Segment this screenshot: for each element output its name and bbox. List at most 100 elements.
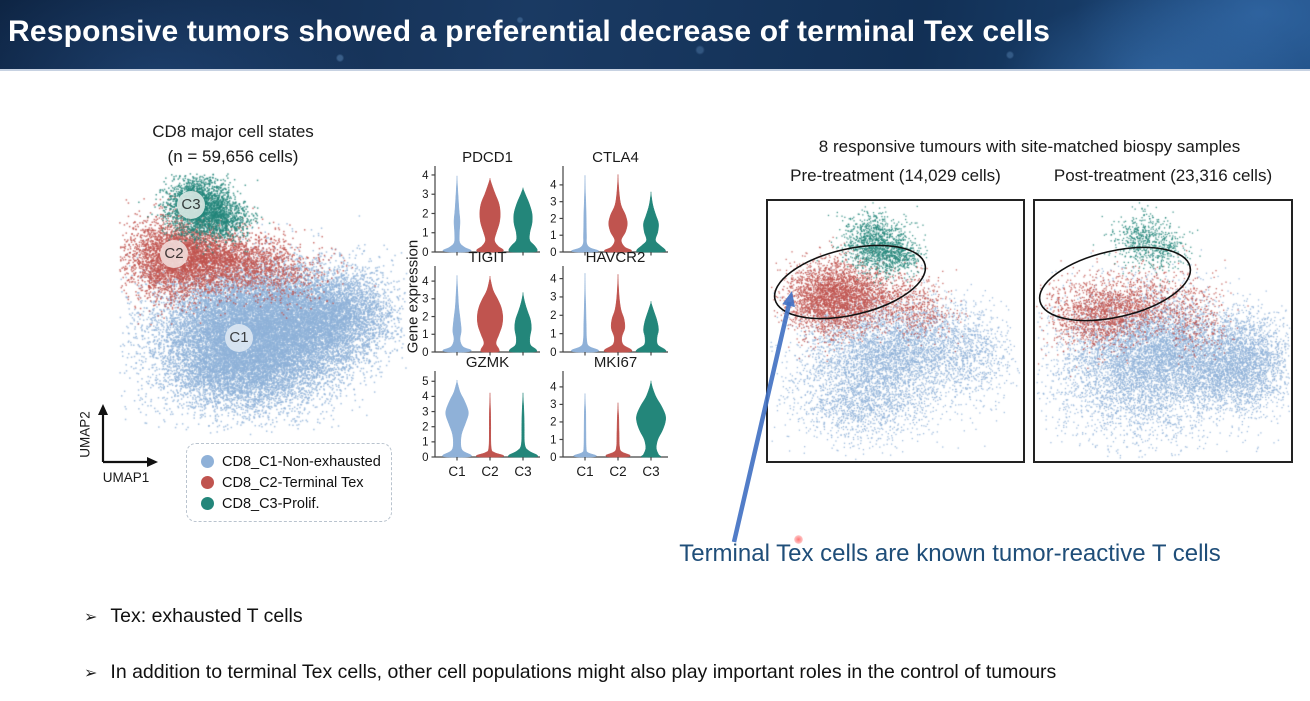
- violin-MKI67-C3: [636, 380, 666, 458]
- violin-PDCD1-C3: [508, 187, 538, 253]
- slide-title: Responsive tumors showed a preferential …: [8, 15, 1051, 48]
- violin-plot-MKI67: MKI67 0 1 2 3 4 C1 C2 C3: [550, 354, 668, 479]
- cluster-legend: CD8_C1-Non-exhausted CD8_C2-Terminal Tex…: [186, 443, 392, 522]
- violin-HAVCR2-C2: [603, 274, 633, 353]
- violin-ytick-label: 4: [422, 276, 429, 288]
- violin-TIGIT-C3: [508, 292, 538, 353]
- violin-ytick-label: 1: [422, 329, 428, 341]
- bullet-arrow-icon: ➢: [84, 609, 98, 626]
- violin-HAVCR2-C1: [570, 272, 600, 353]
- violin-ytick-label: 1: [550, 230, 556, 242]
- violin-category-label: C3: [642, 464, 659, 479]
- umap-main-title-line1: CD8 major cell states: [152, 122, 314, 141]
- violin-ytick-label: 3: [422, 406, 428, 418]
- violin-TIGIT-C2: [476, 275, 504, 353]
- umap-post-scatter: [1035, 201, 1291, 461]
- violin-ytick-label: 1: [550, 434, 556, 446]
- cluster-label-c3: C3: [177, 191, 205, 219]
- umap-main-title: CD8 major cell states (n = 59,656 cells): [108, 120, 358, 169]
- bullet-item: ➢ In addition to terminal Tex cells, oth…: [84, 661, 1056, 684]
- violin-gene-title: PDCD1: [462, 149, 513, 166]
- violin-ytick-label: 2: [550, 213, 556, 225]
- violin-ytick-label: 0: [550, 452, 556, 464]
- violin-TIGIT-C1: [442, 275, 472, 353]
- red-laser-dot: [794, 535, 803, 544]
- violin-CTLA4-C1: [571, 175, 599, 253]
- violin-PDCD1-C2: [476, 177, 504, 253]
- violin-gene-title: MKI67: [594, 354, 637, 371]
- responsive-tumours-heading: 8 responsive tumours with site-matched b…: [818, 137, 1241, 156]
- violin-plot-PDCD1: PDCD1 0 1 2 3 4: [422, 149, 540, 259]
- violin-plot-CTLA4: CTLA4 0 1 2 3 4: [550, 149, 668, 259]
- legend-swatch-c3: [201, 497, 214, 510]
- violin-MKI67-C1: [573, 393, 597, 458]
- umap-main-scatter: [118, 172, 408, 437]
- cluster-label-c1: C1: [225, 324, 253, 352]
- title-bar: Responsive tumors showed a preferential …: [0, 0, 1310, 71]
- violin-GZMK-C2: [475, 392, 505, 458]
- violin-plot-TIGIT: TIGIT 0 1 2 3 4: [422, 249, 540, 359]
- legend-item-c1: CD8_C1-Non-exhausted: [201, 451, 391, 472]
- tex-pointer-arrow: [731, 291, 795, 543]
- violin-gene-title: GZMK: [466, 354, 509, 371]
- violin-ytick-label: 3: [422, 189, 428, 201]
- violin-category-label: C3: [514, 464, 531, 479]
- violin-ytick-label: 3: [422, 294, 428, 306]
- pre-ellipse-overlay: [773, 244, 927, 320]
- violin-ytick-label: 2: [422, 208, 428, 220]
- tex-region-ellipse-post: [1038, 246, 1192, 322]
- bullet-item: ➢ Tex: exhausted T cells: [84, 605, 303, 628]
- violin-ytick-label: 2: [550, 310, 556, 322]
- violin-ytick-label: 0: [550, 247, 556, 259]
- violin-category-label: C1: [576, 464, 593, 479]
- violin-ytick-label: 5: [422, 376, 428, 388]
- violin-plot-HAVCR2: HAVCR2 0 1 2 3 4: [550, 249, 668, 359]
- umap-pre-scatter: [768, 201, 1023, 461]
- violin-plot-GZMK: GZMK 0 1 2 3 4 5 C1 C2 C3: [422, 354, 540, 479]
- violin-ytick-label: 4: [422, 391, 429, 403]
- legend-label-c3: CD8_C3-Prolif.: [222, 495, 320, 512]
- umap-axes: [98, 404, 158, 467]
- umap1-arrowhead-icon: [147, 457, 158, 467]
- violin-GZMK-C1: [442, 379, 472, 458]
- violin-ytick-label: 0: [550, 347, 556, 359]
- bullet-text: In addition to terminal Tex cells, other…: [110, 661, 1057, 683]
- post-treatment-title: Post-treatment (23,316 cells): [1053, 166, 1273, 185]
- violin-gene-title: TIGIT: [468, 249, 506, 266]
- umap-main-title-line2: (n = 59,656 cells): [167, 146, 299, 166]
- umap2-arrowhead-icon: [98, 404, 108, 415]
- violin-CTLA4-C2: [604, 174, 632, 253]
- violin-ytick-label: 0: [422, 247, 428, 259]
- violin-ytick-label: 4: [550, 273, 557, 285]
- umap1-axis-label: UMAP1: [102, 470, 150, 485]
- violin-ytick-label: 2: [550, 417, 556, 429]
- violin-HAVCR2-C3: [635, 301, 667, 353]
- arrow-head-icon: [782, 291, 795, 308]
- violin-category-label: C2: [609, 464, 626, 479]
- legend-item-c2: CD8_C2-Terminal Tex: [201, 472, 391, 493]
- legend-item-c3: CD8_C3-Prolif.: [201, 493, 391, 514]
- violin-PDCD1-C1: [442, 175, 472, 253]
- violin-ytick-label: 3: [550, 292, 556, 304]
- violin-category-label: C2: [481, 464, 498, 479]
- violin-ytick-label: 2: [422, 311, 428, 323]
- tex-region-ellipse-pre: [773, 244, 927, 320]
- legend-swatch-c1: [201, 455, 214, 468]
- violin-ytick-label: 3: [550, 196, 556, 208]
- violin-gene-title: HAVCR2: [586, 249, 646, 266]
- bullet-arrow-icon: ➢: [84, 665, 98, 682]
- legend-label-c1: CD8_C1-Non-exhausted: [222, 453, 381, 470]
- violin-ytick-label: 4: [422, 170, 429, 182]
- violin-ytick-label: 1: [422, 228, 428, 240]
- violin-ytick-label: 3: [550, 399, 556, 411]
- violin-ytick-label: 0: [422, 347, 428, 359]
- bullet-text: Tex: exhausted T cells: [110, 605, 303, 627]
- violin-ytick-label: 0: [422, 452, 428, 464]
- violin-MKI67-C2: [605, 402, 631, 458]
- arrow-shaft: [731, 301, 792, 543]
- violin-ytick-label: 2: [422, 422, 428, 434]
- terminal-tex-caption: Terminal Tex cells are known tumor-react…: [679, 540, 1221, 567]
- violin-gene-title: CTLA4: [592, 149, 639, 166]
- legend-swatch-c2: [201, 476, 214, 489]
- violin-CTLA4-C3: [636, 191, 666, 253]
